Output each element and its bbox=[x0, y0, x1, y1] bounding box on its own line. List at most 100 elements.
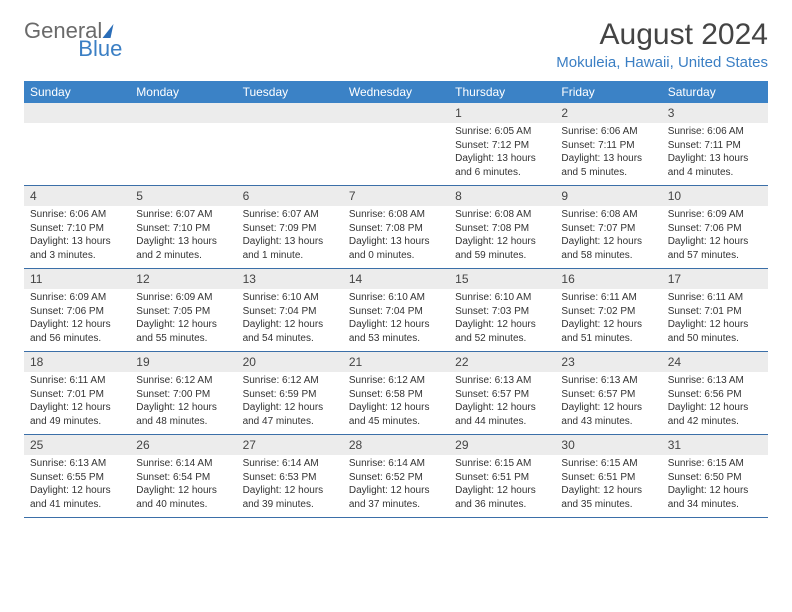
date-number bbox=[343, 103, 449, 123]
sunset-text: Sunset: 6:50 PM bbox=[668, 471, 762, 485]
sunrise-text: Sunrise: 6:13 AM bbox=[30, 457, 124, 471]
sunset-text: Sunset: 7:04 PM bbox=[243, 305, 337, 319]
date-row: 25262728293031 bbox=[24, 435, 768, 455]
date-number: 14 bbox=[343, 269, 449, 289]
date-number: 27 bbox=[237, 435, 343, 455]
daylight-text: Daylight: 12 hours and 56 minutes. bbox=[30, 318, 124, 345]
date-number: 30 bbox=[555, 435, 661, 455]
day-cell: Sunrise: 6:05 AMSunset: 7:12 PMDaylight:… bbox=[449, 123, 555, 185]
sunrise-text: Sunrise: 6:11 AM bbox=[561, 291, 655, 305]
day-cell bbox=[24, 123, 130, 185]
sunset-text: Sunset: 6:59 PM bbox=[243, 388, 337, 402]
sunset-text: Sunset: 6:56 PM bbox=[668, 388, 762, 402]
day-cell: Sunrise: 6:09 AMSunset: 7:05 PMDaylight:… bbox=[130, 289, 236, 351]
daylight-text: Daylight: 12 hours and 36 minutes. bbox=[455, 484, 549, 511]
date-number: 21 bbox=[343, 352, 449, 372]
day-cell: Sunrise: 6:13 AMSunset: 6:57 PMDaylight:… bbox=[449, 372, 555, 434]
daylight-text: Daylight: 12 hours and 48 minutes. bbox=[136, 401, 230, 428]
sunset-text: Sunset: 7:06 PM bbox=[668, 222, 762, 236]
day-label: Thursday bbox=[449, 81, 555, 103]
sunset-text: Sunset: 7:06 PM bbox=[30, 305, 124, 319]
date-number: 1 bbox=[449, 103, 555, 123]
date-number: 31 bbox=[662, 435, 768, 455]
date-number: 17 bbox=[662, 269, 768, 289]
sunrise-text: Sunrise: 6:11 AM bbox=[668, 291, 762, 305]
date-number: 26 bbox=[130, 435, 236, 455]
content-row: Sunrise: 6:11 AMSunset: 7:01 PMDaylight:… bbox=[24, 372, 768, 435]
date-row: 11121314151617 bbox=[24, 269, 768, 289]
day-cell: Sunrise: 6:09 AMSunset: 7:06 PMDaylight:… bbox=[24, 289, 130, 351]
sunset-text: Sunset: 7:12 PM bbox=[455, 139, 549, 153]
date-number bbox=[237, 103, 343, 123]
sunset-text: Sunset: 6:51 PM bbox=[561, 471, 655, 485]
daylight-text: Daylight: 12 hours and 54 minutes. bbox=[243, 318, 337, 345]
date-number: 16 bbox=[555, 269, 661, 289]
day-cell: Sunrise: 6:13 AMSunset: 6:55 PMDaylight:… bbox=[24, 455, 130, 517]
date-number: 18 bbox=[24, 352, 130, 372]
title-block: August 2024 Mokuleia, Hawaii, United Sta… bbox=[556, 18, 768, 71]
sunrise-text: Sunrise: 6:09 AM bbox=[30, 291, 124, 305]
day-cell: Sunrise: 6:06 AMSunset: 7:10 PMDaylight:… bbox=[24, 206, 130, 268]
day-cell bbox=[237, 123, 343, 185]
sunset-text: Sunset: 6:53 PM bbox=[243, 471, 337, 485]
sunrise-text: Sunrise: 6:07 AM bbox=[136, 208, 230, 222]
date-number bbox=[130, 103, 236, 123]
daylight-text: Daylight: 13 hours and 5 minutes. bbox=[561, 152, 655, 179]
sunrise-text: Sunrise: 6:14 AM bbox=[349, 457, 443, 471]
sunrise-text: Sunrise: 6:06 AM bbox=[668, 125, 762, 139]
sunset-text: Sunset: 7:08 PM bbox=[455, 222, 549, 236]
sunrise-text: Sunrise: 6:15 AM bbox=[455, 457, 549, 471]
sunset-text: Sunset: 7:01 PM bbox=[668, 305, 762, 319]
date-number: 12 bbox=[130, 269, 236, 289]
day-cell: Sunrise: 6:10 AMSunset: 7:04 PMDaylight:… bbox=[237, 289, 343, 351]
sunset-text: Sunset: 7:04 PM bbox=[349, 305, 443, 319]
daylight-text: Daylight: 13 hours and 6 minutes. bbox=[455, 152, 549, 179]
day-label: Friday bbox=[555, 81, 661, 103]
day-label: Tuesday bbox=[237, 81, 343, 103]
date-number bbox=[24, 103, 130, 123]
sunrise-text: Sunrise: 6:07 AM bbox=[243, 208, 337, 222]
daylight-text: Daylight: 13 hours and 1 minute. bbox=[243, 235, 337, 262]
day-cell: Sunrise: 6:15 AMSunset: 6:51 PMDaylight:… bbox=[555, 455, 661, 517]
date-number: 13 bbox=[237, 269, 343, 289]
daylight-text: Daylight: 12 hours and 40 minutes. bbox=[136, 484, 230, 511]
sunset-text: Sunset: 7:11 PM bbox=[561, 139, 655, 153]
sunset-text: Sunset: 6:54 PM bbox=[136, 471, 230, 485]
sunrise-text: Sunrise: 6:14 AM bbox=[243, 457, 337, 471]
day-cell: Sunrise: 6:06 AMSunset: 7:11 PMDaylight:… bbox=[662, 123, 768, 185]
sunrise-text: Sunrise: 6:08 AM bbox=[561, 208, 655, 222]
day-cell: Sunrise: 6:08 AMSunset: 7:08 PMDaylight:… bbox=[449, 206, 555, 268]
content-row: Sunrise: 6:06 AMSunset: 7:10 PMDaylight:… bbox=[24, 206, 768, 269]
sunset-text: Sunset: 6:57 PM bbox=[561, 388, 655, 402]
date-row: 123 bbox=[24, 103, 768, 123]
sunrise-text: Sunrise: 6:05 AM bbox=[455, 125, 549, 139]
day-label: Monday bbox=[130, 81, 236, 103]
date-number: 29 bbox=[449, 435, 555, 455]
day-cell: Sunrise: 6:13 AMSunset: 6:56 PMDaylight:… bbox=[662, 372, 768, 434]
sunset-text: Sunset: 7:03 PM bbox=[455, 305, 549, 319]
daylight-text: Daylight: 12 hours and 42 minutes. bbox=[668, 401, 762, 428]
daylight-text: Daylight: 12 hours and 58 minutes. bbox=[561, 235, 655, 262]
day-cell: Sunrise: 6:11 AMSunset: 7:01 PMDaylight:… bbox=[662, 289, 768, 351]
daylight-text: Daylight: 13 hours and 2 minutes. bbox=[136, 235, 230, 262]
sunset-text: Sunset: 7:02 PM bbox=[561, 305, 655, 319]
daylight-text: Daylight: 13 hours and 0 minutes. bbox=[349, 235, 443, 262]
daylight-text: Daylight: 12 hours and 49 minutes. bbox=[30, 401, 124, 428]
sunset-text: Sunset: 6:57 PM bbox=[455, 388, 549, 402]
daylight-text: Daylight: 12 hours and 45 minutes. bbox=[349, 401, 443, 428]
day-label: Sunday bbox=[24, 81, 130, 103]
day-cell: Sunrise: 6:09 AMSunset: 7:06 PMDaylight:… bbox=[662, 206, 768, 268]
sunset-text: Sunset: 7:08 PM bbox=[349, 222, 443, 236]
sunset-text: Sunset: 6:51 PM bbox=[455, 471, 549, 485]
sunset-text: Sunset: 7:11 PM bbox=[668, 139, 762, 153]
date-number: 25 bbox=[24, 435, 130, 455]
logo-blue: Blue bbox=[78, 36, 122, 62]
day-cell: Sunrise: 6:15 AMSunset: 6:51 PMDaylight:… bbox=[449, 455, 555, 517]
daylight-text: Daylight: 12 hours and 53 minutes. bbox=[349, 318, 443, 345]
date-number: 3 bbox=[662, 103, 768, 123]
content-row: Sunrise: 6:09 AMSunset: 7:06 PMDaylight:… bbox=[24, 289, 768, 352]
sunrise-text: Sunrise: 6:15 AM bbox=[668, 457, 762, 471]
sunrise-text: Sunrise: 6:06 AM bbox=[561, 125, 655, 139]
sunrise-text: Sunrise: 6:14 AM bbox=[136, 457, 230, 471]
sunrise-text: Sunrise: 6:15 AM bbox=[561, 457, 655, 471]
